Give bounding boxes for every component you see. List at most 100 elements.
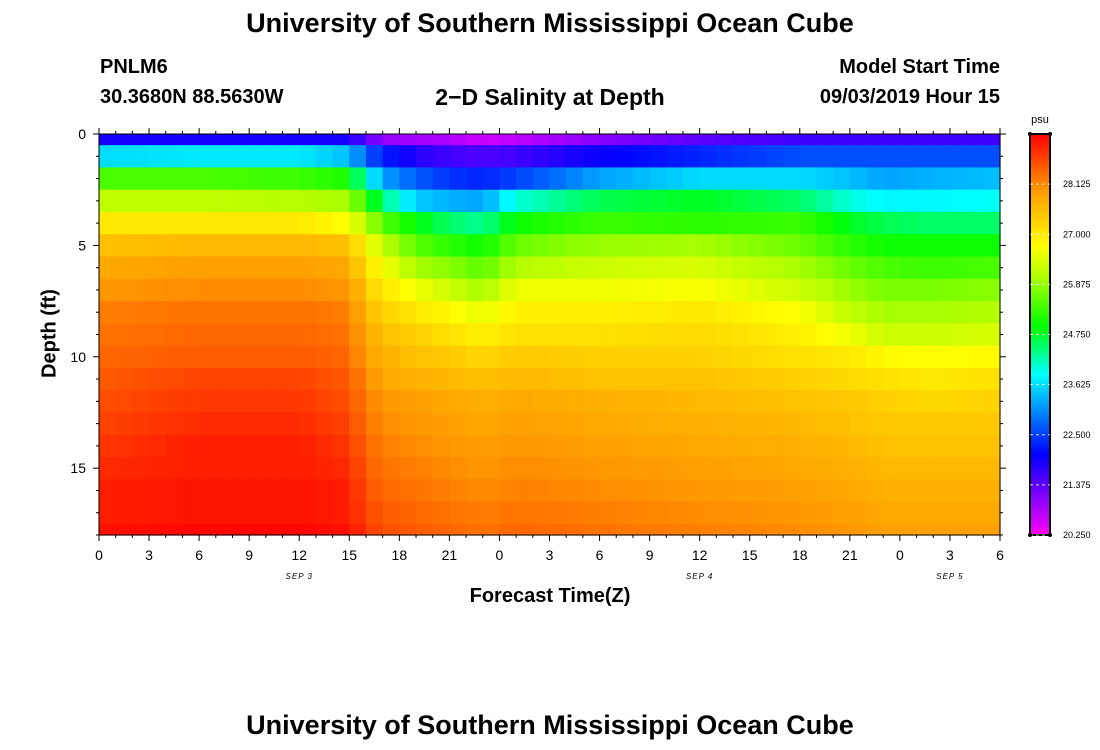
heatmap-cell (699, 323, 717, 347)
heatmap-cell (315, 323, 334, 347)
heatmap-cell (766, 412, 784, 436)
heatmap-cell (215, 211, 234, 235)
heatmap-cell (532, 345, 551, 369)
heatmap-cell (115, 134, 133, 146)
heatmap-cell (783, 211, 801, 235)
heatmap-cell (332, 167, 350, 191)
heatmap-cell (766, 434, 784, 458)
heatmap-cell (566, 434, 584, 458)
heatmap-cell (566, 134, 584, 146)
heatmap-cell (666, 145, 684, 169)
heatmap-cell (716, 256, 734, 280)
heatmap-cell (399, 145, 417, 169)
heatmap-cell (416, 145, 434, 169)
heatmap-cell (215, 501, 234, 525)
heatmap-cell (416, 234, 434, 258)
heatmap-cell (365, 479, 384, 503)
heatmap-cell (416, 367, 434, 391)
heatmap-cell (332, 367, 350, 391)
heatmap-cell (349, 167, 367, 191)
heatmap-cell (99, 211, 117, 235)
heatmap-cell (466, 457, 484, 480)
heatmap-cell (215, 367, 234, 391)
heatmap-cell (332, 434, 350, 458)
colorbar-end-dot (1028, 533, 1032, 537)
heatmap-cell (382, 390, 400, 414)
heatmap-cell (632, 167, 651, 191)
heatmap-cell (165, 278, 184, 302)
heatmap-cell (833, 323, 851, 347)
heatmap-cell (916, 367, 934, 391)
heatmap-cell (616, 167, 634, 191)
heatmap-cell (282, 390, 300, 414)
heatmap-cell (549, 501, 567, 525)
heatmap-cell (933, 323, 951, 347)
heatmap-cell (199, 301, 217, 324)
heatmap-cell (866, 211, 884, 235)
heatmap-cell (466, 412, 484, 436)
heatmap-cell (449, 412, 467, 436)
heatmap-cell (632, 434, 651, 458)
heatmap-cell (599, 412, 617, 436)
heatmap-cell (132, 345, 150, 369)
heatmap-cell (866, 167, 884, 191)
heatmap-cell (899, 501, 918, 525)
heatmap-cell (416, 457, 434, 480)
heatmap-cell (365, 256, 384, 280)
heatmap-cell (549, 134, 567, 146)
heatmap-cell (699, 479, 717, 503)
heatmap-cell (382, 301, 400, 324)
heatmap-cell (649, 134, 667, 146)
heatmap-cell (165, 479, 184, 503)
heatmap-cell (766, 390, 784, 414)
date-label: SEP 5 (936, 572, 963, 581)
heatmap-cell (549, 345, 567, 369)
heatmap-cell (482, 301, 501, 324)
heatmap-cell (482, 189, 501, 213)
heatmap-cell (416, 501, 434, 525)
heatmap-cell (749, 189, 768, 213)
heatmap-cell (883, 345, 901, 369)
heatmap-cell (599, 134, 617, 146)
heatmap-cell (232, 189, 250, 213)
heatmap-cell (466, 323, 484, 347)
heatmap-cell (983, 457, 1001, 480)
heatmap-cell (766, 256, 784, 280)
heatmap-cell (883, 457, 901, 480)
heatmap-cell (382, 412, 400, 436)
heatmap-cell (616, 301, 634, 324)
heatmap-cell (799, 145, 818, 169)
heatmap-cell (532, 367, 551, 391)
heatmap-cell (149, 134, 167, 146)
heatmap-cell (315, 501, 334, 525)
heatmap-cell (215, 301, 234, 324)
heatmap-cell (816, 211, 834, 235)
heatmap-cell (632, 301, 651, 324)
heatmap-cell (649, 301, 667, 324)
heatmap-cell (482, 345, 501, 369)
heatmap-cell (165, 145, 184, 169)
heatmap-cell (766, 479, 784, 503)
heatmap-cell (749, 412, 768, 436)
heatmap-cell (432, 301, 450, 324)
heatmap-cell (516, 145, 534, 169)
date-label: SEP 3 (286, 572, 313, 581)
heatmap-cell (899, 189, 918, 213)
heatmap-cell (315, 189, 334, 213)
heatmap-cell (182, 457, 200, 480)
heatmap-cell (816, 457, 834, 480)
heatmap-cell (716, 457, 734, 480)
heatmap-cell (466, 167, 484, 191)
heatmap-cell (399, 301, 417, 324)
heatmap-cell (783, 457, 801, 480)
heatmap-cell (282, 167, 300, 191)
heatmap-cell (532, 523, 551, 536)
heatmap-cell (666, 301, 684, 324)
heatmap-cell (666, 501, 684, 525)
heatmap-cell (632, 256, 651, 280)
colorbar-tick-label: 20.250 (1063, 530, 1091, 540)
heatmap-cell (582, 211, 601, 235)
heatmap-cell (733, 167, 751, 191)
heatmap-cell (249, 145, 267, 169)
heatmap-cell (365, 189, 384, 213)
